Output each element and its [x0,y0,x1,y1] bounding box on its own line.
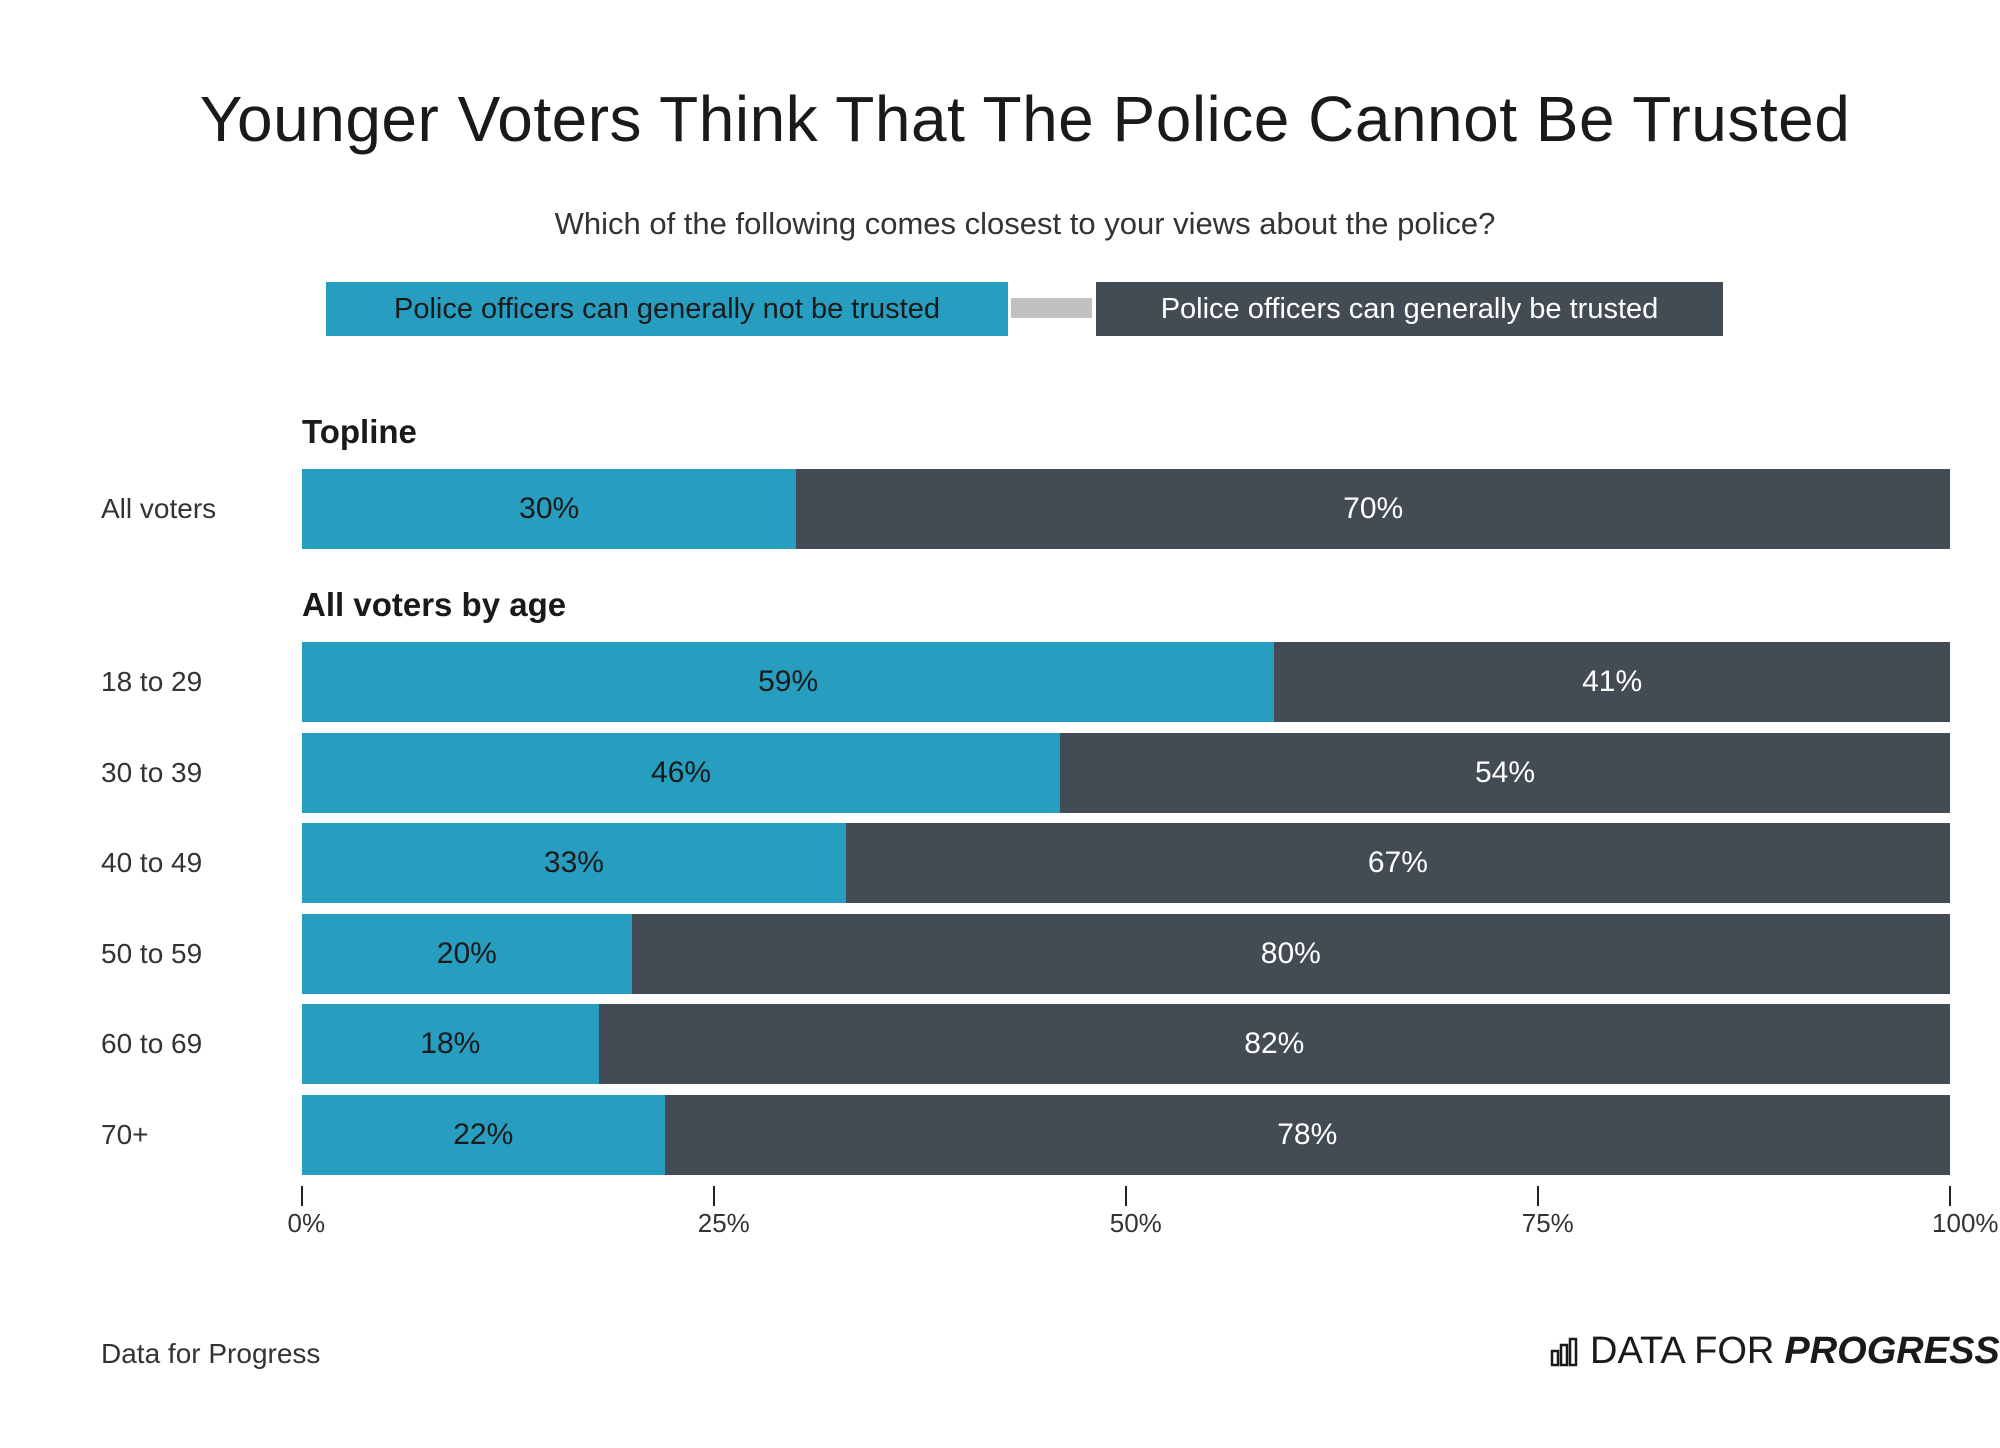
bar-not-trusted: 30% [302,469,797,549]
legend-not-trusted: Police officers can generally not be tru… [326,282,1008,336]
x-tick-label: 75% [1521,1208,1574,1238]
x-tick [301,1186,303,1206]
row-label: 30 to 39 [101,756,203,788]
x-tick [1125,1186,1127,1206]
legend-trusted: Police officers can generally be trusted [1096,282,1723,336]
bar-not-trusted: 18% [302,1004,599,1084]
section-heading: Topline [302,413,417,450]
x-tick-label: 50% [1109,1208,1162,1238]
row-label: 70+ [101,1118,149,1150]
bar-not-trusted: 46% [302,732,1061,813]
bar-not-trusted: 59% [302,642,1275,722]
x-tick [713,1186,715,1206]
x-tick-label: 100% [1932,1208,1999,1238]
section-heading: All voters by age [302,586,567,623]
brand-logo: DATA FOR PROGRESS [1550,1330,2000,1373]
bar-chart-icon [1550,1337,1578,1366]
bar-trusted: 67% [845,823,1950,903]
bar-not-trusted: 22% [302,1094,665,1175]
x-tick-label: 0% [287,1208,326,1238]
bar-trusted: 80% [631,913,1950,994]
bar-trusted: 41% [1274,642,1950,722]
bar-not-trusted: 20% [302,913,632,994]
x-tick-label: 25% [697,1208,750,1238]
logo-text-light: DATA FOR [1590,1330,1775,1372]
row-label: 60 to 69 [101,1028,203,1059]
x-tick [1949,1186,1951,1206]
bar-trusted: 82% [598,1004,1950,1084]
chart-title: Younger Voters Think That The Police Can… [199,83,1851,155]
row-label: 18 to 29 [101,666,203,697]
row-label: 50 to 59 [101,937,203,969]
bar-trusted: 70% [796,469,1950,549]
bar-trusted: 78% [664,1094,1950,1175]
source-note: Data for Progress [101,1338,321,1369]
x-tick [1537,1186,1539,1206]
bar-trusted: 54% [1060,732,1950,813]
legend-connector [1011,298,1092,318]
row-label: All voters [101,493,217,524]
bar-not-trusted: 33% [302,823,846,903]
row-label: 40 to 49 [101,847,203,878]
chart-subtitle: Which of the following comes closest to … [554,206,1496,241]
logo-text-bold: PROGRESS [1784,1330,2000,1372]
